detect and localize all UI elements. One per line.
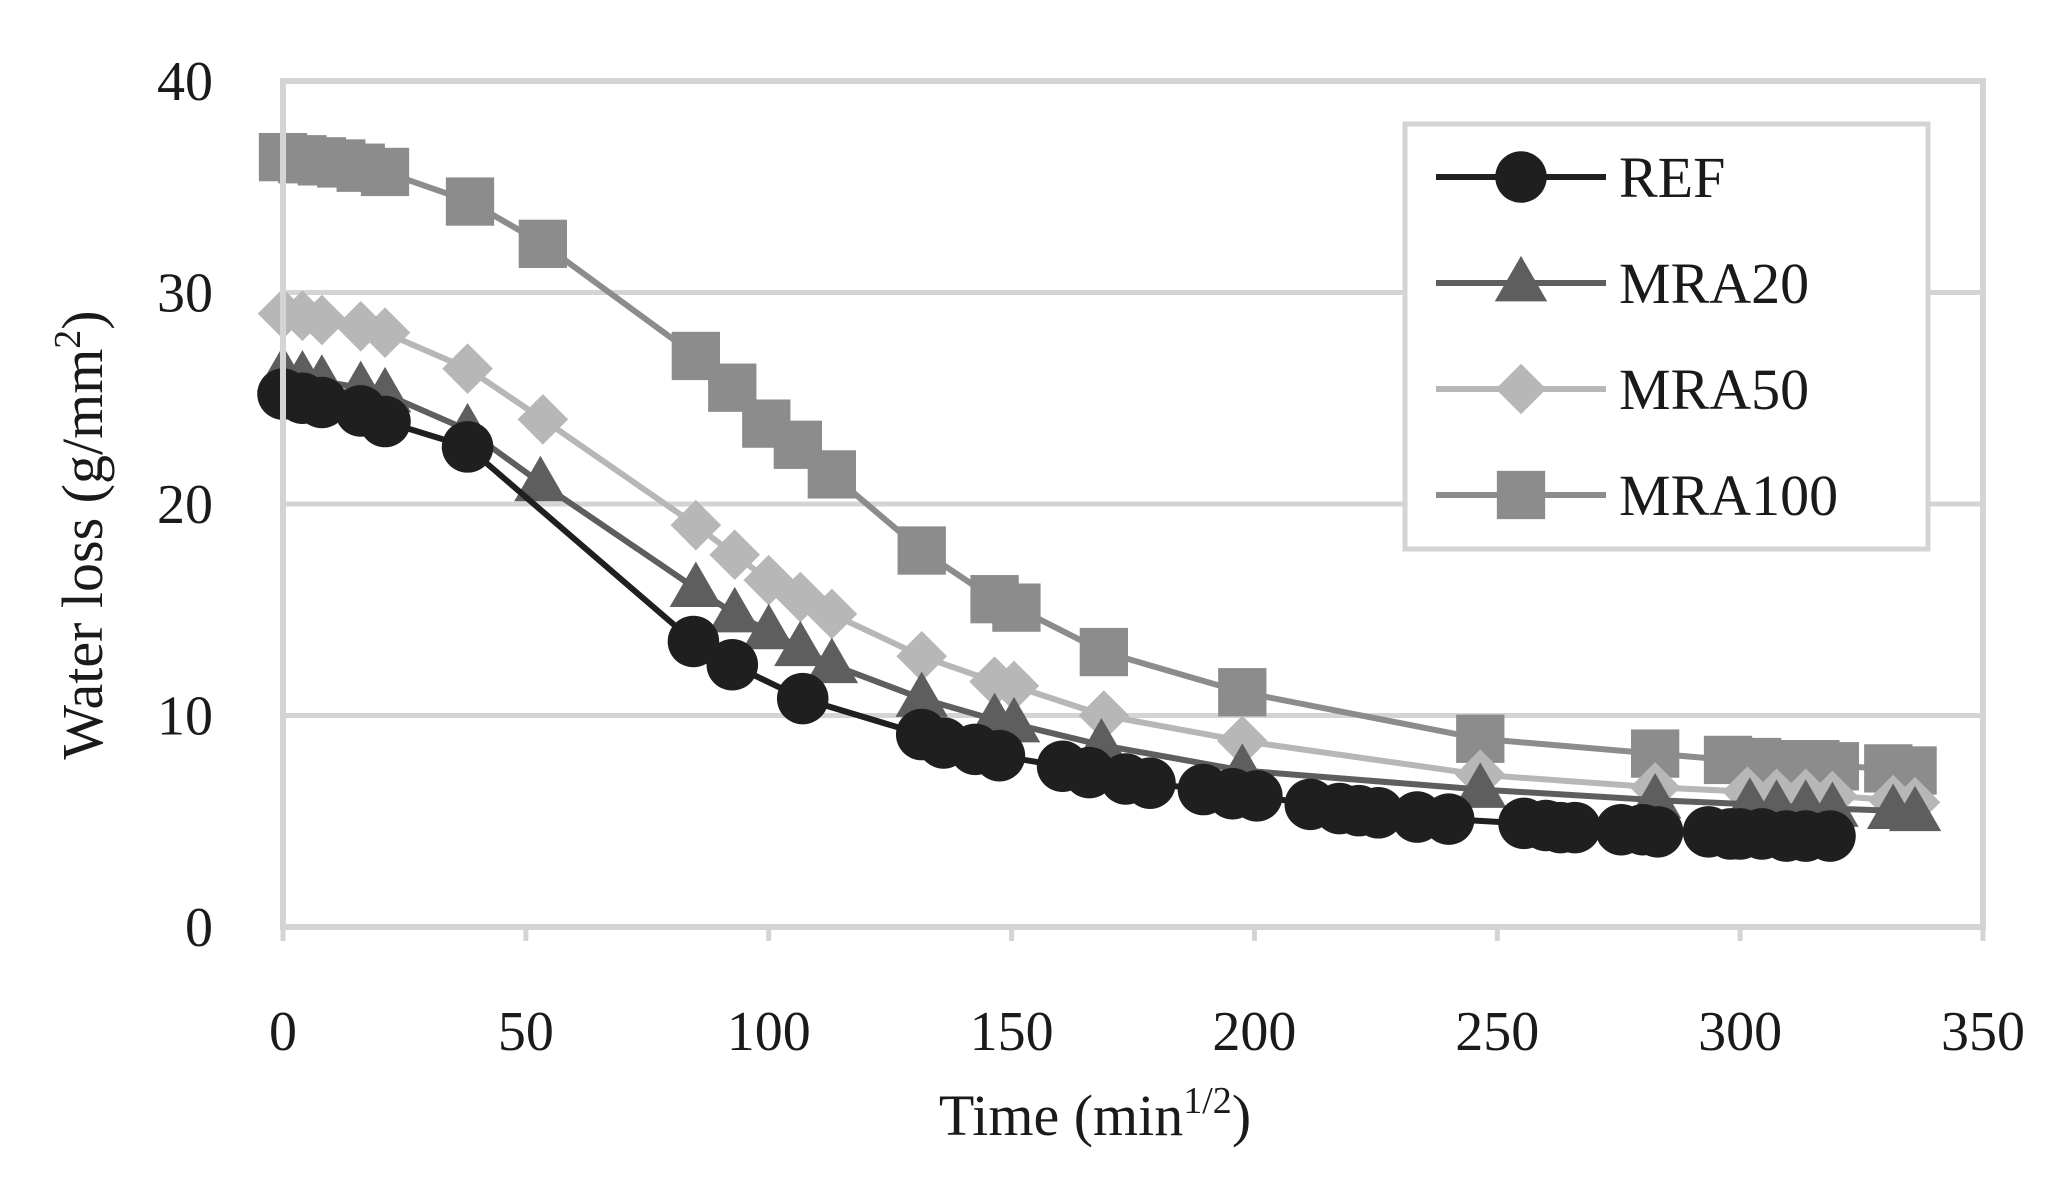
data-point-ref <box>1422 793 1475 845</box>
data-point-ref <box>1804 810 1856 862</box>
data-point-mra100 <box>1079 627 1129 677</box>
data-point-mra100 <box>807 450 857 499</box>
x-tick-label: 50 <box>498 1001 554 1063</box>
legend-items: REF MRA20 MRA50 MRA100 <box>1436 145 1838 528</box>
data-point-mra50 <box>1078 690 1130 741</box>
y-axis-title-main: Water loss (g/mm <box>50 349 115 760</box>
legend-label-mra20: MRA20 <box>1619 251 1809 316</box>
legend-item-ref: REF <box>1436 145 1725 210</box>
data-point-ref <box>296 376 348 429</box>
data-point-ref <box>1124 757 1176 809</box>
x-axis-title: Time (min1/2) <box>939 1080 1251 1148</box>
x-tick-label: 250 <box>1455 1001 1539 1063</box>
y-axis-title: Water loss (g/mm2) <box>47 310 115 759</box>
legend-item-mra100: MRA100 <box>1436 463 1838 528</box>
x-axis-title-main: Time (min <box>939 1083 1183 1148</box>
data-point-ref <box>973 729 1026 782</box>
data-point-mra20 <box>774 620 827 667</box>
legend-item-mra50: MRA50 <box>1436 357 1809 422</box>
data-point-mra20 <box>708 586 761 633</box>
tick-labels: 0 10 20 30 40 0 50 100 150 200 250 300 350 <box>157 51 2025 1063</box>
legend-marker-mra20 <box>1494 255 1548 302</box>
legend-label-mra100: MRA100 <box>1619 463 1838 528</box>
data-point-mra50 <box>670 499 722 551</box>
data-point-mra50 <box>806 588 858 640</box>
x-tick-label: 300 <box>1698 1001 1782 1063</box>
legend-box <box>1402 121 1931 552</box>
y-tick-label: 40 <box>157 51 213 113</box>
data-point-ref <box>1631 806 1684 858</box>
data-point-mra20 <box>514 455 567 502</box>
x-tick-label: 150 <box>970 1001 1054 1063</box>
data-point-mra50 <box>335 301 387 352</box>
data-point-mra50 <box>296 294 348 346</box>
data-point-ref <box>667 615 720 668</box>
data-point-ref <box>1231 770 1283 822</box>
legend-label-mra50: MRA50 <box>1619 357 1809 422</box>
x-axis-title-sup: 1/2 <box>1183 1080 1232 1122</box>
legend-marker-ref <box>1495 151 1547 203</box>
data-point-mra20 <box>805 637 859 684</box>
legend-label-ref: REF <box>1619 145 1725 210</box>
x-tick-label: 200 <box>1212 1001 1296 1063</box>
data-point-mra20 <box>1888 785 1942 832</box>
y-axis-title-sup: 2 <box>47 330 89 349</box>
data-point-mra100 <box>1218 668 1267 717</box>
legend-marker-mra50 <box>1495 363 1547 415</box>
x-tick-label: 350 <box>1941 1001 2025 1063</box>
data-point-ref <box>1352 787 1405 839</box>
x-tick-label: 0 <box>269 1001 297 1063</box>
y-tick-label: 10 <box>157 686 213 748</box>
data-point-mra50 <box>359 307 411 358</box>
series-mra100 <box>258 132 1937 795</box>
legend-item-mra20: MRA20 <box>1436 251 1809 316</box>
data-point-mra50 <box>709 529 761 581</box>
data-point-mra100 <box>518 219 568 269</box>
data-point-mra100 <box>360 147 410 197</box>
series-ref <box>257 368 1856 862</box>
data-point-ref <box>1549 801 1601 854</box>
data-point-mra100 <box>445 177 495 226</box>
x-tick-label: 100 <box>727 1001 811 1063</box>
data-point-ref <box>359 395 411 448</box>
data-point-ref <box>706 638 759 691</box>
data-point-mra20 <box>1454 762 1507 808</box>
legend: REF MRA20 MRA50 MRA100 <box>1402 121 1931 552</box>
data-point-ref <box>441 421 494 473</box>
data-point-mra50 <box>896 630 948 682</box>
y-tick-label: 20 <box>157 474 213 536</box>
data-point-mra100 <box>992 583 1041 632</box>
x-axis-title-end: ) <box>1232 1083 1251 1148</box>
y-axis-title-end: ) <box>50 310 115 329</box>
data-point-mra20 <box>742 603 795 650</box>
data-point-mra100 <box>897 526 946 575</box>
data-point-ref <box>776 672 829 725</box>
data-point-mra50 <box>442 343 493 394</box>
data-point-mra20 <box>669 561 723 607</box>
data-point-mra50 <box>517 394 569 445</box>
data-point-mra20 <box>895 671 948 717</box>
legend-marker-mra100 <box>1496 470 1546 520</box>
y-tick-label: 0 <box>185 897 213 959</box>
plot-area-border <box>280 78 1986 930</box>
y-tick-label: 30 <box>157 263 213 325</box>
series-layer <box>256 132 1942 862</box>
data-point-mra50 <box>1216 715 1268 767</box>
data-point-mra50 <box>988 660 1040 712</box>
